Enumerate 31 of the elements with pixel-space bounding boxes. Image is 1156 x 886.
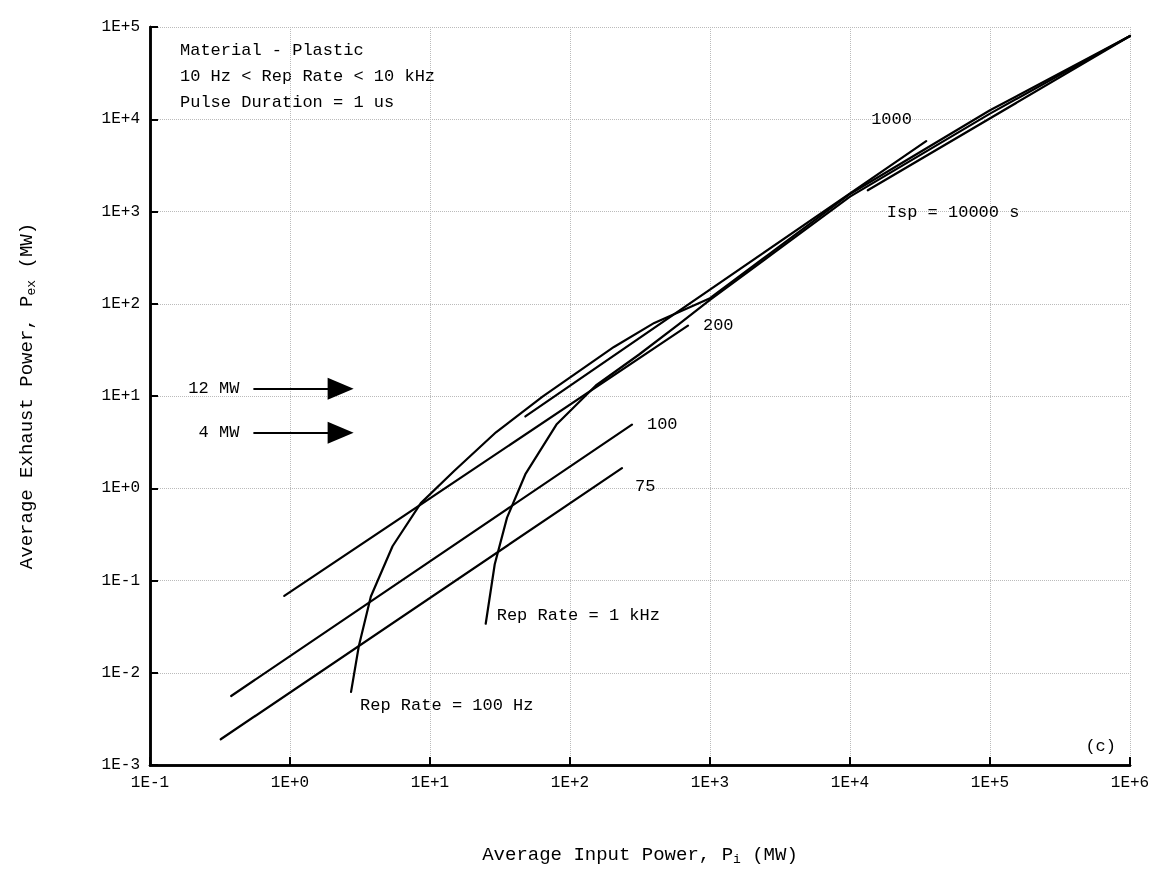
y-tick-label: 1E+1 — [101, 387, 140, 405]
x-tick-label: 1E-1 — [130, 774, 170, 792]
x-tick-label: 1E+1 — [410, 774, 450, 792]
annotation: Material - Plastic — [180, 41, 364, 60]
x-tick-label: 1E+5 — [970, 774, 1010, 792]
series-label: Isp = 10000 s — [886, 202, 1020, 222]
series-label: Rep Rate = 100 Hz — [360, 696, 534, 716]
annotation: 10 Hz < Rep Rate < 10 kHz — [180, 67, 436, 86]
series-label: 200 — [702, 316, 734, 336]
y-tick-label: 1E+0 — [101, 479, 140, 498]
y-tick-label: 1E+3 — [101, 202, 140, 221]
y-tick-label: 1E-2 — [101, 663, 140, 682]
y-tick-label: 1E+2 — [101, 294, 140, 313]
y-tick-label: 1E+4 — [101, 110, 140, 129]
x-tick-label: 1E+3 — [690, 774, 730, 792]
x-tick-label: 1E+6 — [1110, 774, 1150, 792]
annotation: Pulse Duration = 1 us — [180, 93, 395, 112]
annotation: 4 MW — [198, 423, 241, 443]
x-tick-label: 1E+0 — [270, 774, 310, 792]
y-tick-label: 1E-1 — [101, 571, 140, 590]
series-label: 100 — [646, 415, 678, 435]
y-tick-label: 1E+5 — [101, 18, 140, 36]
annotation: (c) — [1085, 737, 1116, 756]
y-axis-title: Average Exhaust Power, Pex (MW) — [15, 222, 39, 570]
x-tick-label: 1E+4 — [830, 774, 870, 792]
series-label: 75 — [634, 476, 656, 496]
annotation: 12 MW — [188, 379, 241, 399]
x-tick-label: 1E+2 — [550, 774, 590, 792]
y-tick-label: 1E-3 — [101, 756, 140, 774]
series-label: 1000 — [871, 109, 912, 129]
series-label: Rep Rate = 1 kHz — [496, 606, 660, 626]
